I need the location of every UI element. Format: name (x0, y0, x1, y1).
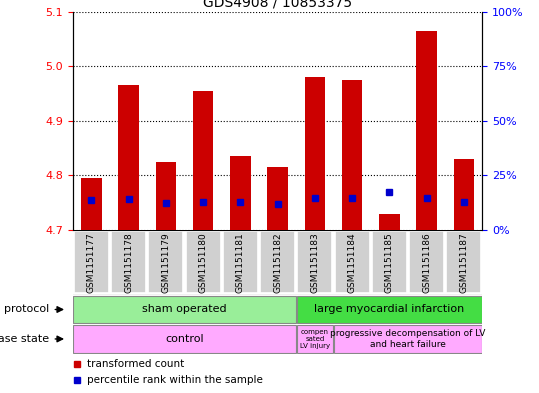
Text: GSM1151185: GSM1151185 (385, 232, 394, 293)
Text: progressive decompensation of LV
and heart failure: progressive decompensation of LV and hea… (330, 329, 486, 349)
FancyBboxPatch shape (111, 231, 146, 294)
Text: sham operated: sham operated (142, 305, 227, 314)
Text: GSM1151181: GSM1151181 (236, 232, 245, 293)
FancyBboxPatch shape (260, 231, 295, 294)
Text: compen
sated
LV injury: compen sated LV injury (300, 329, 330, 349)
Text: GSM1151177: GSM1151177 (87, 232, 96, 293)
Bar (81, 178, 102, 230)
FancyBboxPatch shape (148, 231, 183, 294)
Text: GSM1151182: GSM1151182 (273, 232, 282, 293)
FancyBboxPatch shape (185, 231, 220, 294)
Bar (416, 31, 437, 230)
Title: GDS4908 / 10853375: GDS4908 / 10853375 (203, 0, 352, 9)
FancyBboxPatch shape (372, 231, 407, 294)
Text: transformed count: transformed count (87, 358, 184, 369)
Text: disease state: disease state (0, 334, 50, 344)
Bar (267, 167, 288, 230)
Bar (305, 77, 325, 230)
Text: GSM1151186: GSM1151186 (422, 232, 431, 293)
Bar (379, 213, 399, 230)
FancyBboxPatch shape (296, 325, 333, 353)
Text: GSM1151180: GSM1151180 (198, 232, 208, 293)
Text: GSM1151178: GSM1151178 (124, 232, 133, 293)
Bar (119, 85, 139, 230)
Bar (453, 159, 474, 230)
Bar (156, 162, 176, 230)
FancyBboxPatch shape (446, 231, 481, 294)
Text: percentile rank within the sample: percentile rank within the sample (87, 375, 263, 385)
Text: GSM1151187: GSM1151187 (459, 232, 468, 293)
Text: protocol: protocol (4, 305, 50, 314)
Text: GSM1151179: GSM1151179 (161, 232, 170, 293)
Text: GSM1151183: GSM1151183 (310, 232, 319, 293)
FancyBboxPatch shape (298, 231, 333, 294)
FancyBboxPatch shape (296, 296, 482, 323)
FancyBboxPatch shape (409, 231, 444, 294)
FancyBboxPatch shape (335, 231, 370, 294)
Bar (342, 80, 362, 230)
Text: GSM1151184: GSM1151184 (348, 232, 357, 293)
FancyBboxPatch shape (334, 325, 482, 353)
Bar (230, 156, 251, 230)
Text: control: control (165, 334, 204, 344)
FancyBboxPatch shape (223, 231, 258, 294)
Text: large myocardial infarction: large myocardial infarction (314, 305, 465, 314)
FancyBboxPatch shape (74, 231, 109, 294)
Bar (193, 91, 213, 230)
FancyBboxPatch shape (73, 325, 296, 353)
FancyBboxPatch shape (73, 296, 296, 323)
